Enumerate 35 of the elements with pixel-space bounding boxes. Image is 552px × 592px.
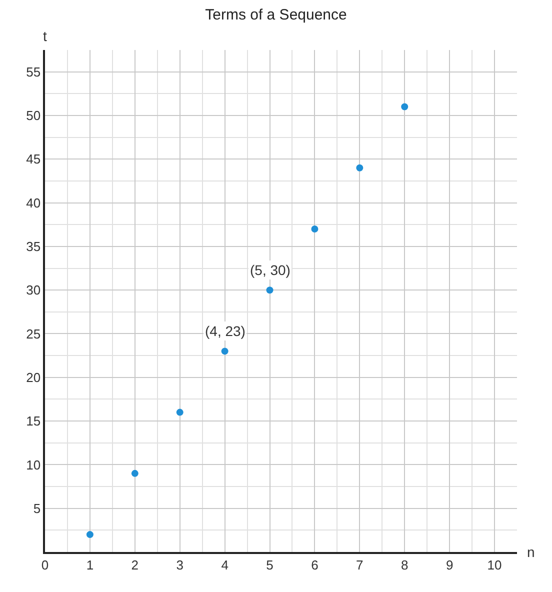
x-tick-label: 6 — [311, 557, 318, 572]
point — [221, 348, 228, 355]
x-tick-label: 10 — [487, 557, 502, 572]
y-tick-label: 10 — [26, 457, 41, 472]
x-tick-label: 1 — [86, 557, 94, 572]
y-tick-label: 25 — [26, 326, 41, 342]
point — [266, 286, 274, 294]
point — [86, 531, 94, 538]
y-tick-label: 30 — [26, 282, 41, 298]
x-tick-label: 7 — [356, 557, 364, 572]
x-tick-label: 2 — [131, 557, 139, 572]
x-tick-label: 4 — [221, 557, 228, 572]
point — [401, 103, 408, 110]
annotation: (4, 23) — [205, 323, 246, 339]
x-tick-label: 5 — [266, 557, 274, 572]
y-tick-label: 15 — [26, 414, 41, 429]
y-tick-label: 20 — [26, 370, 41, 385]
annotation: (5, 30) — [250, 262, 290, 278]
x-tick-label: 0 — [41, 557, 49, 572]
point — [311, 225, 318, 232]
point — [176, 408, 184, 416]
y-tick-label: 35 — [26, 238, 41, 254]
x-axis-title: n — [527, 544, 535, 560]
point — [131, 470, 138, 477]
x-tick-label: 9 — [446, 557, 454, 572]
chart-title: Terms of a Sequence — [205, 6, 347, 24]
y-tick-label: 45 — [26, 152, 41, 167]
point — [356, 164, 364, 172]
y-tick-label: 50 — [26, 108, 41, 124]
y-axis-title: t — [43, 28, 47, 44]
y-tick-label: 55 — [26, 64, 41, 80]
y-tick-label: 40 — [26, 195, 41, 210]
y-tick-label: 5 — [33, 500, 41, 516]
x-tick-label: 8 — [401, 557, 408, 572]
x-tick-label: 3 — [176, 557, 184, 572]
